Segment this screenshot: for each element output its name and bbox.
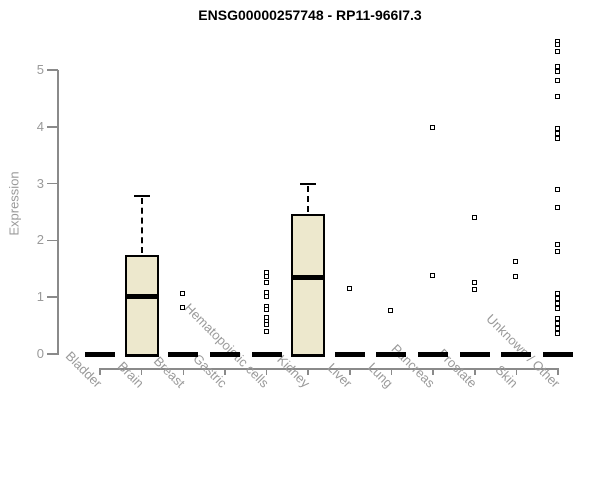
- outlier-point: [471, 215, 477, 221]
- y-tick-label: 3: [36, 175, 44, 191]
- outlier-point: [555, 326, 561, 331]
- outlier-point: [555, 301, 561, 307]
- outlier-point: [555, 331, 561, 337]
- y-axis-tick: [47, 353, 58, 355]
- outlier-point: [555, 241, 561, 247]
- outlier-point: [263, 307, 269, 313]
- y-axis-tick: [47, 296, 58, 298]
- zero-median-bar: [418, 351, 449, 357]
- outlier-point: [555, 130, 561, 136]
- outlier-point: [263, 280, 269, 285]
- whisker-cap: [300, 182, 317, 185]
- outlier-point: [555, 320, 561, 326]
- y-tick-label: 0: [36, 346, 44, 361]
- x-axis-tick: [307, 368, 309, 375]
- zero-median-bar: [376, 351, 407, 357]
- median-line: [124, 293, 159, 299]
- x-axis-tick: [224, 368, 226, 375]
- x-axis-tick: [140, 368, 143, 375]
- x-axis-tick: [474, 368, 476, 375]
- boxplot-box: [124, 255, 159, 357]
- outlier-point: [555, 205, 561, 211]
- outlier-point: [513, 273, 519, 279]
- whisker-line: [307, 185, 310, 212]
- outlier-point: [555, 68, 561, 74]
- outlier-point: [555, 295, 561, 301]
- x-axis-tick: [557, 368, 559, 375]
- outlier-point: [555, 93, 561, 99]
- x-axis-line: [100, 368, 559, 370]
- y-tick-label: 1: [36, 289, 44, 305]
- outlier-point: [263, 294, 269, 300]
- y-axis-tick: [47, 69, 58, 71]
- x-tick-label: Brain: [114, 358, 147, 391]
- outlier-point: [263, 273, 269, 279]
- zero-median-bar: [459, 351, 490, 357]
- whisker-line: [140, 198, 143, 254]
- outlier-point: [555, 78, 561, 84]
- outlier-point: [263, 289, 269, 295]
- outlier-point: [555, 125, 561, 131]
- median-line: [291, 275, 326, 281]
- whisker-cap: [133, 195, 150, 198]
- outlier-point: [555, 135, 561, 141]
- x-axis-tick: [349, 368, 351, 375]
- zero-median-bar: [85, 351, 115, 357]
- x-tick-label: Lung: [365, 359, 397, 391]
- outlier-point: [555, 48, 561, 54]
- y-axis-tick: [47, 182, 58, 185]
- outlier-point: [555, 248, 561, 254]
- outlier-point: [513, 258, 519, 264]
- chart-title: ENSG00000257748 - RP11-966I7.3: [198, 7, 422, 23]
- outlier-point: [555, 315, 561, 321]
- outlier-point: [555, 64, 561, 70]
- y-tick-label: 5: [36, 62, 44, 77]
- zero-median-bar: [334, 351, 365, 357]
- outlier-point: [430, 273, 436, 279]
- x-axis-tick: [265, 368, 268, 375]
- x-tick-label: Liver: [324, 360, 355, 391]
- outlier-point: [555, 306, 561, 312]
- x-tick-label: Skin: [492, 362, 522, 391]
- outlier-point: [263, 322, 269, 328]
- x-axis-tick: [515, 368, 518, 375]
- zero-median-bar: [501, 351, 532, 357]
- boxplot-box: [291, 213, 326, 357]
- outlier-point: [388, 307, 394, 313]
- outlier-point: [346, 285, 352, 291]
- x-axis-tick: [182, 368, 185, 375]
- x-axis-tick: [390, 368, 393, 375]
- x-axis-tick: [99, 368, 101, 375]
- zero-median-bar: [168, 351, 199, 357]
- outlier-point: [555, 186, 561, 192]
- outlier-point: [430, 124, 436, 130]
- outlier-point: [180, 304, 186, 310]
- x-axis-tick: [432, 368, 434, 375]
- outlier-point: [555, 290, 561, 296]
- zero-median-bar: [543, 351, 574, 357]
- y-axis-line: [57, 70, 59, 355]
- outlier-point: [471, 280, 477, 285]
- y-tick-label: 2: [36, 232, 44, 248]
- outlier-point: [180, 290, 186, 296]
- zero-median-bar: [209, 351, 240, 357]
- outlier-point: [555, 42, 561, 47]
- outlier-point: [471, 286, 477, 292]
- zero-median-bar: [251, 351, 282, 357]
- y-tick-label: 4: [36, 118, 44, 134]
- y-axis-tick: [47, 239, 58, 242]
- x-tick-label: Pancreas: [388, 341, 439, 391]
- y-axis-tick: [47, 126, 58, 128]
- outlier-point: [263, 328, 269, 334]
